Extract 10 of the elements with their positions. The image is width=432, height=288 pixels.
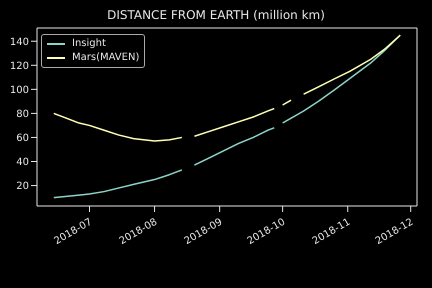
y-tick-label: 20 bbox=[16, 181, 29, 192]
y-tick-label: 120 bbox=[10, 60, 29, 72]
y-tick-label: 40 bbox=[16, 157, 29, 168]
legend-label: Insight bbox=[71, 37, 107, 51]
legend-label: Mars(MAVEN) bbox=[71, 51, 140, 65]
chart-title: DISTANCE FROM EARTH (million km) bbox=[106, 8, 326, 22]
y-tick-label: 140 bbox=[10, 36, 29, 48]
y-tick-label: 80 bbox=[16, 108, 29, 120]
y-tick-label: 100 bbox=[10, 84, 29, 96]
y-tick-label: 60 bbox=[16, 132, 29, 144]
